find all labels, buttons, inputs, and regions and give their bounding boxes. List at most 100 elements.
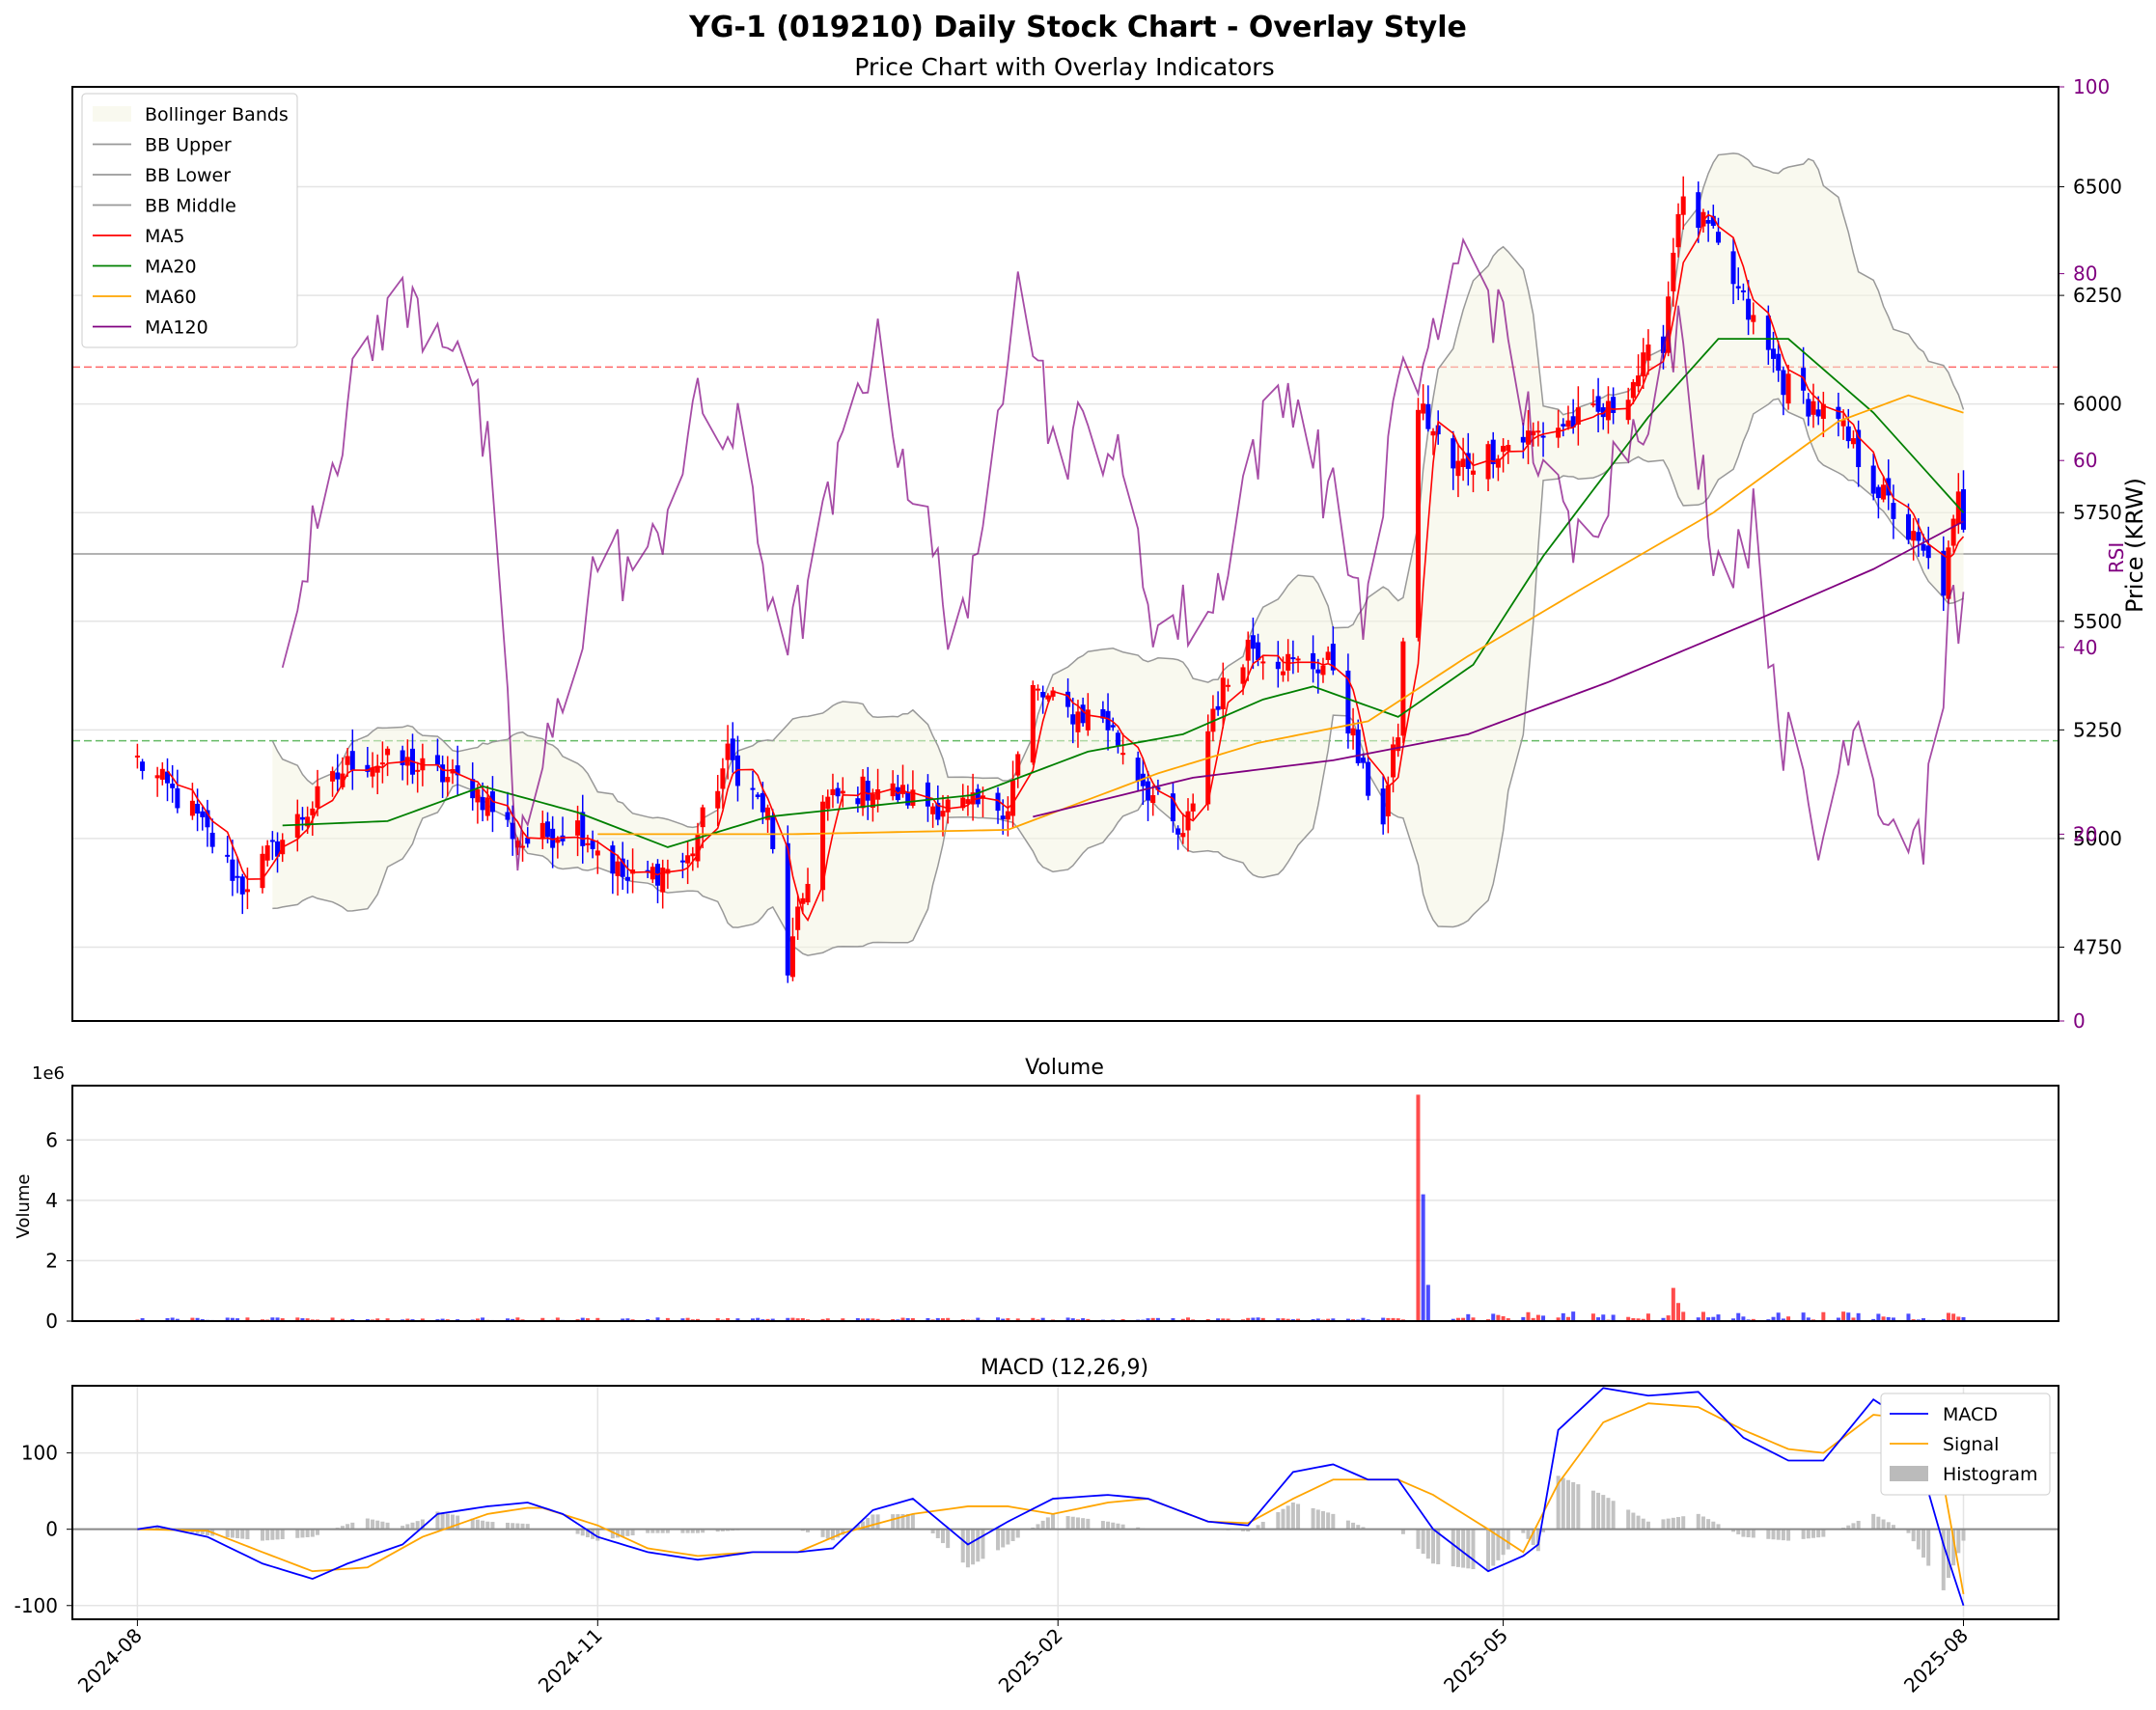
candle-body [1575, 407, 1581, 426]
candle-body [550, 828, 556, 848]
candle-body [1856, 429, 1862, 468]
macd-histogram-bar [440, 1512, 445, 1530]
candle-body [1260, 661, 1266, 664]
candle-body [170, 784, 176, 788]
macd-histogram-bar [1256, 1525, 1260, 1530]
candle-body [1421, 403, 1426, 414]
volume-bar [1251, 1317, 1256, 1321]
macd-panel-frame [71, 1385, 2059, 1620]
candle-body [1506, 445, 1511, 452]
volume-bar [1611, 1314, 1616, 1321]
volume-bar [1326, 1318, 1331, 1321]
candle-body [789, 936, 795, 978]
candle-body [1455, 460, 1461, 477]
macd-histogram-bar [1486, 1529, 1491, 1572]
candle-body [1806, 399, 1811, 417]
macd-histogram-bar [1526, 1529, 1531, 1539]
candle-body [1045, 695, 1051, 700]
macd-histogram-bar [1856, 1520, 1861, 1530]
volume-bar [866, 1318, 871, 1321]
volume-bar [1391, 1317, 1396, 1321]
macd-histogram-bar [1320, 1510, 1325, 1530]
macd-histogram-bar [621, 1529, 625, 1537]
legend-swatch-bollinger-bands [93, 106, 131, 122]
volume-bar [1040, 1317, 1045, 1321]
macd-histogram-bar [310, 1529, 315, 1537]
candle-body [1175, 828, 1181, 835]
price-tick-label: 6000 [2073, 393, 2122, 416]
macd-histogram-bar [1921, 1529, 1926, 1558]
candle-body [470, 779, 476, 799]
volume-bar [385, 1318, 390, 1321]
bb-lower-line [272, 398, 1964, 956]
volume-bar [1676, 1303, 1681, 1321]
candle-body [1040, 691, 1046, 698]
volume-bar [695, 1318, 700, 1321]
volume-bar [680, 1318, 685, 1321]
rsi-tick-label: 0 [2073, 1009, 2086, 1033]
candle-body [1280, 671, 1285, 676]
volume-bar [855, 1317, 860, 1321]
legend-label: MA120 [145, 317, 208, 339]
macd-histogram-bar [1681, 1516, 1686, 1530]
candle-body [310, 808, 316, 815]
macd-histogram-bar [680, 1529, 685, 1533]
macd-histogram-bar [830, 1529, 835, 1541]
candle-body [175, 787, 180, 809]
macd-histogram-bar [1501, 1529, 1506, 1556]
macd-histogram-bar [1601, 1495, 1606, 1530]
macd-histogram-bar [1851, 1523, 1856, 1530]
price-tick-label: 6250 [2073, 284, 2122, 307]
candle-body [1185, 811, 1191, 831]
volume-bar [1871, 1318, 1876, 1321]
candle-body [805, 883, 811, 903]
macd-histogram-bar [1596, 1492, 1601, 1530]
macd-histogram-bar [1356, 1525, 1361, 1530]
macd-histogram-bar [515, 1523, 520, 1530]
macd-histogram-bar [655, 1529, 660, 1533]
macd-histogram-bar [470, 1518, 475, 1530]
volume-bar [841, 1318, 845, 1321]
macd-histogram-bar [1351, 1522, 1356, 1530]
volume-bar [625, 1318, 630, 1321]
candle-body [1400, 641, 1406, 736]
candle-body [1120, 753, 1126, 756]
macd-histogram-bar [580, 1529, 585, 1536]
volume-bar [1681, 1311, 1686, 1321]
candle-body [1035, 688, 1040, 691]
volume-bar [756, 1317, 760, 1321]
candle-body [1350, 728, 1356, 736]
macd-histogram-bar [1956, 1529, 1961, 1554]
candle-body [900, 785, 906, 794]
candle-body [1561, 424, 1566, 427]
macd-histogram-bar [1766, 1529, 1771, 1539]
volume-bar [1786, 1316, 1791, 1321]
volume-bar [1645, 1313, 1650, 1321]
macd-histogram-bar [435, 1511, 440, 1530]
candle-body [795, 906, 801, 930]
macd-panel-title: MACD (12,26,9) [981, 1356, 1148, 1380]
macd-histogram-bar [1290, 1503, 1295, 1530]
volume-bar [1086, 1318, 1091, 1321]
volume-bar [1186, 1317, 1191, 1321]
candle-body [1490, 439, 1496, 464]
candle-body [645, 869, 650, 872]
volume-tick-label: 4 [45, 1189, 58, 1212]
macd-histogram-bar [511, 1523, 515, 1530]
figure-title: YG-1 (019210) Daily Stock Chart - Overla… [688, 11, 1467, 44]
macd-histogram-bar [940, 1529, 945, 1544]
price-panel-frame [71, 86, 2059, 1022]
macd-histogram-bar [1081, 1518, 1086, 1530]
candle-body [1470, 470, 1476, 475]
candle-body [480, 797, 485, 811]
macd-histogram-bar [1246, 1529, 1251, 1532]
macd-histogram-bar [1285, 1505, 1290, 1530]
candle-body [1460, 458, 1466, 467]
volume-bar [170, 1317, 175, 1321]
candle-body [1700, 211, 1706, 227]
macd-histogram-bar [1111, 1522, 1116, 1530]
candle-body [475, 788, 481, 803]
candle-body [1765, 316, 1771, 350]
candle-body [1771, 348, 1777, 359]
volume-bar [1541, 1315, 1546, 1321]
